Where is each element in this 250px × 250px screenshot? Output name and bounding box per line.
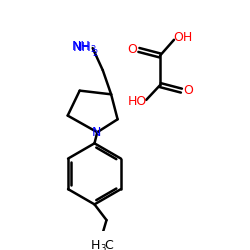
Text: NH: NH — [72, 40, 91, 53]
Text: H: H — [91, 240, 100, 250]
Text: 2: 2 — [92, 49, 98, 58]
Text: NH: NH — [73, 41, 92, 54]
Text: N: N — [92, 126, 101, 139]
Text: HO: HO — [128, 95, 147, 108]
Text: 2: 2 — [91, 44, 96, 54]
Text: 3: 3 — [100, 244, 105, 250]
Text: O: O — [128, 44, 137, 57]
Text: C: C — [105, 240, 114, 250]
Text: O: O — [183, 84, 193, 97]
Text: OH: OH — [174, 32, 193, 44]
